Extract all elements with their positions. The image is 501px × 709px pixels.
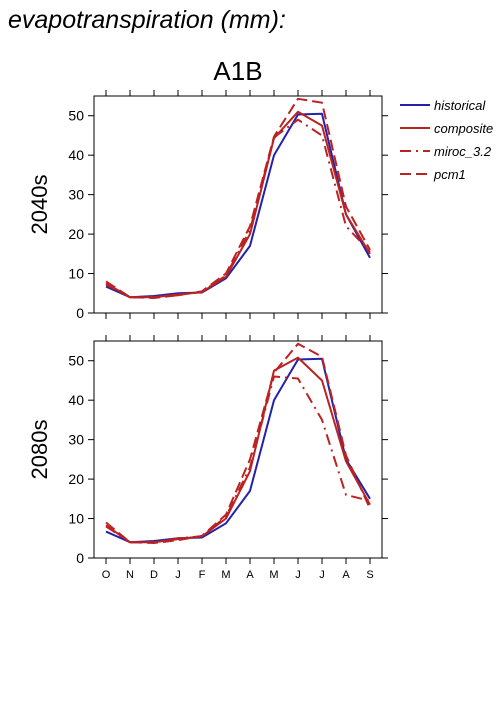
- y-tick-label: 50: [68, 108, 84, 124]
- x-tick-label: S: [366, 569, 373, 581]
- y-tick-label: 0: [76, 305, 84, 321]
- y-tick-label: 0: [76, 550, 84, 566]
- x-tick-label: F: [199, 569, 206, 581]
- legend: historical composite miroc_3.2 pcm1: [400, 98, 493, 182]
- x-tick-label: A: [246, 569, 254, 581]
- y-tick-label: 30: [68, 432, 84, 448]
- series-line-pcm1: [106, 99, 370, 298]
- series-line-historical: [106, 359, 370, 542]
- y-tick-label: 20: [68, 471, 84, 487]
- legend-label: pcm1: [433, 167, 466, 182]
- y-axis-label: 2080s: [27, 420, 52, 480]
- y-tick-label: 40: [68, 392, 84, 408]
- x-tick-label: A: [342, 569, 350, 581]
- x-tick-label: J: [295, 569, 301, 581]
- series-line-composite: [106, 112, 370, 297]
- chart-panels: 0 10 20 30 40 50 2040s 0 10 20 30 40 50 O N D J F M A M J J A S 2…: [27, 90, 388, 581]
- y-tick-label: 30: [68, 187, 84, 203]
- panel-2080s: 0 10 20 30 40 50 O N D J F M A M J J A S 2080s: [27, 335, 388, 581]
- series-line-miroc-3-2: [106, 377, 370, 543]
- y-tick-label: 40: [68, 147, 84, 163]
- x-tick-label: J: [175, 569, 181, 581]
- plot-frame: [94, 341, 382, 558]
- scenario-title: A1B: [213, 56, 262, 86]
- x-tick-label: J: [319, 569, 325, 581]
- y-tick-label: 50: [68, 353, 84, 369]
- panel-2040s: 0 10 20 30 40 50 2040s: [27, 90, 388, 321]
- x-tick-label: M: [221, 569, 230, 581]
- legend-label: composite: [434, 121, 493, 136]
- y-tick-label: 10: [68, 511, 84, 527]
- x-tick-label: N: [126, 569, 134, 581]
- plot-frame: [94, 96, 382, 313]
- legend-label: historical: [434, 98, 486, 113]
- page-title: evapotranspiration (mm):: [8, 6, 286, 34]
- y-tick-label: 20: [68, 226, 84, 242]
- x-tick-label: D: [150, 569, 158, 581]
- x-tick-label: M: [269, 569, 278, 581]
- legend-label: miroc_3.2: [434, 144, 492, 159]
- y-axis-label: 2040s: [27, 175, 52, 235]
- x-tick-label: O: [102, 569, 111, 581]
- y-tick-label: 10: [68, 266, 84, 282]
- series-line-composite: [106, 358, 370, 543]
